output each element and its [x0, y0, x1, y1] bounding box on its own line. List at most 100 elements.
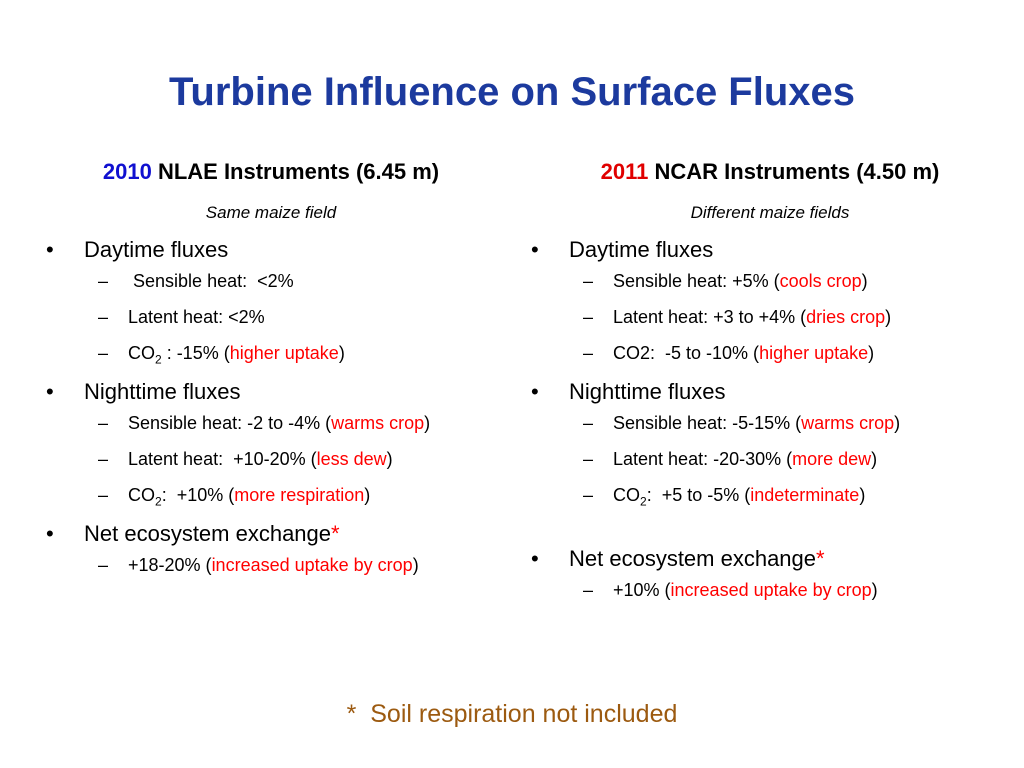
- sub-text: Sensible heat: -2 to -4% (warms crop): [128, 409, 488, 438]
- text-run: increased uptake by crop: [211, 555, 413, 575]
- sub-list: Sensible heat: -2 to -4% (warms crop) Lat…: [84, 409, 502, 510]
- bullet-text: Net ecosystem exchange*: [84, 517, 502, 551]
- sub-item: CO2 : -15% (higher uptake): [84, 339, 488, 368]
- sub-text: Latent heat: +3 to +4% (dries crop): [613, 303, 1015, 332]
- sub-text: CO2: +10% (more respiration): [128, 481, 488, 510]
- text-run: : +5 to -5% (: [646, 485, 751, 505]
- bullet-item: Net ecosystem exchange*+18-20% (increase…: [40, 517, 502, 580]
- text-run: Latent heat: -20-30% (: [613, 449, 793, 469]
- text-run: Sensible heat: -2 to -4% (: [128, 413, 332, 433]
- text-run: ): [894, 413, 901, 433]
- sub-text: Latent heat: <2%: [128, 303, 488, 332]
- text-run: 2011: [600, 159, 649, 184]
- column-heading: 2010 NLAE Instruments (6.45 m): [40, 155, 502, 189]
- text-run: *: [331, 521, 340, 546]
- text-run: Net ecosystem exchange: [569, 546, 817, 571]
- sub-item: +18-20% (increased uptake by crop): [84, 551, 488, 580]
- text-run: Nighttime fluxes: [84, 379, 241, 404]
- sub-text: Latent heat: +10-20% (less dew): [128, 445, 488, 474]
- text-run: ): [424, 413, 431, 433]
- text-run: NCAR Instruments (4.50 m): [648, 159, 940, 184]
- sub-text: CO2: -5 to -10% (higher uptake): [613, 339, 1015, 368]
- text-run: CO: [613, 485, 640, 505]
- text-run: increased uptake by crop: [670, 580, 872, 600]
- sub-list: +10% (increased uptake by crop): [569, 576, 1015, 605]
- text-run: less dew: [316, 449, 387, 469]
- sub-item: Latent heat: <2%: [84, 303, 488, 332]
- text-run: higher uptake: [759, 343, 869, 363]
- text-run: CO2: -5 to -10% (: [613, 343, 760, 363]
- text-run: +18-20% (: [128, 555, 212, 575]
- sub-text: +18-20% (increased uptake by crop): [128, 551, 488, 580]
- sub-text: CO2: +5 to -5% (indeterminate): [613, 481, 1015, 510]
- text-run: Latent heat: +3 to +4% (: [613, 307, 807, 327]
- sub-item: +10% (increased uptake by crop): [569, 576, 1015, 605]
- column-heading: 2011 NCAR Instruments (4.50 m): [525, 155, 1015, 189]
- sub-list: Sensible heat: +5% (cools crop) Latent he…: [569, 267, 1015, 368]
- sub-text: Sensible heat: +5% (cools crop): [613, 267, 1015, 296]
- text-run: ): [871, 580, 878, 600]
- sub-item: Latent heat: +3 to +4% (dries crop): [569, 303, 1015, 332]
- column: 2010 NLAE Instruments (6.45 m) Same maize…: [40, 155, 502, 587]
- text-run: cools crop: [779, 271, 862, 291]
- bullet-item: Net ecosystem exchange*+10% (increased u…: [525, 542, 1015, 605]
- subscript: 2: [155, 352, 162, 367]
- text-run: Sensible heat: <2%: [128, 271, 294, 291]
- sub-item: Sensible heat: <2%: [84, 267, 488, 296]
- text-run: Sensible heat: -5-15% (: [613, 413, 802, 433]
- text-run: Latent heat: <2%: [128, 307, 265, 327]
- sub-item: Latent heat: -20-30% (more dew): [569, 445, 1015, 474]
- sub-list: +18-20% (increased uptake by crop): [84, 551, 502, 580]
- text-run: CO: [128, 343, 155, 363]
- bullet-item: Nighttime fluxes Sensible heat: -2 to -4%…: [40, 375, 502, 510]
- text-run: : -15% (: [161, 343, 230, 363]
- text-run: ): [386, 449, 393, 469]
- text-run: NLAE Instruments (6.45 m): [151, 159, 440, 184]
- text-run: ): [861, 271, 868, 291]
- text-run: warms crop: [801, 413, 895, 433]
- text-run: indeterminate: [750, 485, 860, 505]
- sub-item: CO2: -5 to -10% (higher uptake): [569, 339, 1015, 368]
- text-run: Daytime fluxes: [569, 237, 714, 262]
- text-run: ): [859, 485, 866, 505]
- text-run: Latent heat: +10-20% (: [128, 449, 317, 469]
- text-run: Net ecosystem exchange: [84, 521, 332, 546]
- text-run: dries crop: [806, 307, 886, 327]
- footnote: * Soil respiration not included: [346, 700, 678, 728]
- subscript: 2: [155, 494, 162, 509]
- bullet-text: Net ecosystem exchange*: [569, 542, 1015, 576]
- column-subtitle: Different maize fields: [690, 203, 850, 222]
- subscript: 2: [640, 494, 647, 509]
- text-run: more respiration: [234, 485, 365, 505]
- text-run: Daytime fluxes: [84, 237, 229, 262]
- column: 2011 NCAR Instruments (4.50 m) Different …: [525, 155, 1015, 612]
- text-run: ): [885, 307, 892, 327]
- bullet-text: Daytime fluxes: [569, 233, 1015, 267]
- bullet-list: Daytime fluxes Sensible heat: <2% Latent …: [40, 233, 502, 580]
- column-subtitle: Same maize field: [205, 203, 337, 222]
- text-run: ): [412, 555, 419, 575]
- bullet-list: Daytime fluxes Sensible heat: +5% (cools …: [525, 233, 1015, 605]
- bullet-item: Daytime fluxes Sensible heat: +5% (cools …: [525, 233, 1015, 368]
- text-run: ): [871, 449, 878, 469]
- sub-item: Sensible heat: -5-15% (warms crop): [569, 409, 1015, 438]
- sub-list: Sensible heat: -5-15% (warms crop)Latent…: [569, 409, 1015, 510]
- bullet-text: Daytime fluxes: [84, 233, 502, 267]
- text-run: ): [868, 343, 875, 363]
- text-run: *: [816, 546, 825, 571]
- sub-item: CO2: +10% (more respiration): [84, 481, 488, 510]
- sub-list: Sensible heat: <2% Latent heat: <2% CO2 : …: [84, 267, 502, 368]
- sub-text: +10% (increased uptake by crop): [613, 576, 1015, 605]
- sub-item: Latent heat: +10-20% (less dew): [84, 445, 488, 474]
- text-run: +10% (: [613, 580, 671, 600]
- sub-item: CO2: +5 to -5% (indeterminate): [569, 481, 1015, 510]
- text-run: 2010: [102, 159, 152, 184]
- text-run: ): [364, 485, 371, 505]
- text-run: Nighttime fluxes: [569, 379, 726, 404]
- sub-item: Sensible heat: -2 to -4% (warms crop): [84, 409, 488, 438]
- text-run: : +10% (: [161, 485, 235, 505]
- slide-title: Turbine Influence on Surface Fluxes: [168, 70, 856, 114]
- sub-text: CO2 : -15% (higher uptake): [128, 339, 488, 368]
- sub-item: Sensible heat: +5% (cools crop): [569, 267, 1015, 296]
- bullet-text: Nighttime fluxes: [84, 375, 502, 409]
